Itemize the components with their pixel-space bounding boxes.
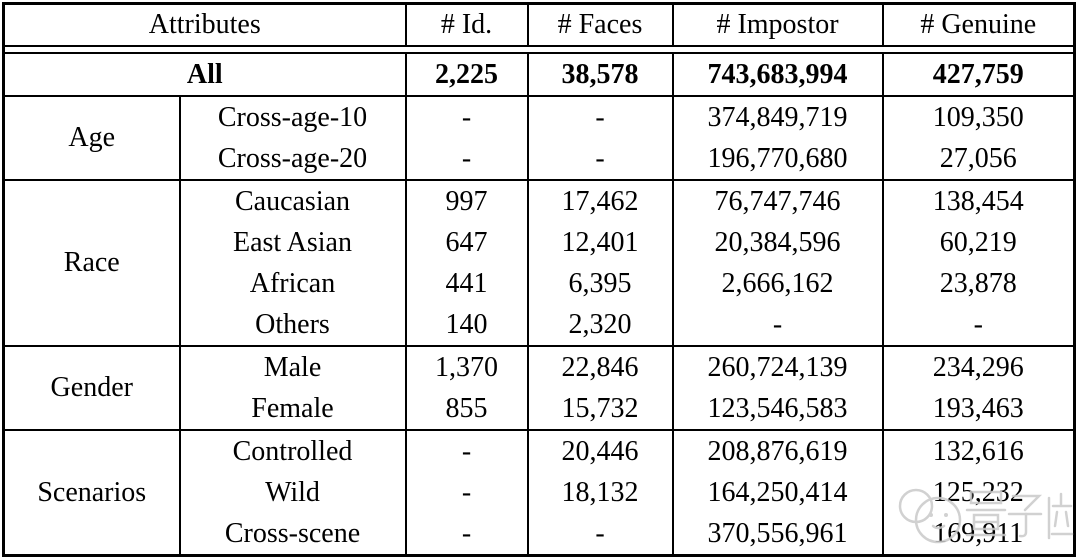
cell-num-genuine: - — [881, 304, 1075, 346]
cell-num-impostor: 374,849,719 — [671, 95, 883, 138]
cell-num-impostor: 196,770,680 — [671, 138, 883, 180]
cell-num-impostor: 208,876,619 — [671, 429, 883, 472]
cell-num-faces: - — [526, 95, 673, 138]
cell-num-impostor: 164,250,414 — [671, 472, 883, 513]
cell-num-faces: 18,132 — [526, 472, 673, 513]
col-header-num-impostor: # Impostor — [671, 3, 883, 46]
cell-num-faces: 12,401 — [526, 222, 673, 263]
row-label: Wild — [178, 472, 406, 513]
table-row: East Asian 647 12,401 20,384,596 60,219 — [4, 222, 1075, 263]
cell-num-faces: 22,846 — [526, 345, 673, 388]
col-header-num-genuine: # Genuine — [881, 3, 1075, 46]
cell-num-faces: 17,462 — [526, 179, 673, 222]
cell-num-id: - — [404, 429, 528, 472]
col-header-attributes: Attributes — [148, 9, 261, 40]
cell-num-genuine: 27,056 — [881, 138, 1075, 180]
row-label: Caucasian — [178, 179, 406, 222]
table-row: Others 140 2,320 - - — [4, 304, 1075, 346]
cell-num-genuine: 169,911 — [881, 513, 1075, 556]
table-row: Female 855 15,732 123,546,583 193,463 — [4, 388, 1075, 430]
cell-num-genuine: 23,878 — [881, 263, 1075, 304]
row-label: Cross-age-20 — [178, 138, 406, 180]
cell-num-genuine: 234,296 — [881, 345, 1075, 388]
cell-num-faces: 2,320 — [526, 304, 673, 346]
cell-num-id: - — [404, 513, 528, 556]
cell-num-impostor: 2,666,162 — [671, 263, 883, 304]
cell-num-id: 140 — [404, 304, 528, 346]
table-row: Cross-age-20 - - 196,770,680 27,056 — [4, 138, 1075, 180]
cell-num-faces: - — [526, 138, 673, 180]
all-num-impostor: 743,683,994 — [671, 53, 883, 96]
row-label: East Asian — [178, 222, 406, 263]
cell-num-id: - — [404, 472, 528, 513]
cell-num-impostor: 20,384,596 — [671, 222, 883, 263]
table-row: African 441 6,395 2,666,162 23,878 — [4, 263, 1075, 304]
cell-num-id: - — [404, 138, 528, 180]
cell-num-id: 855 — [404, 388, 528, 430]
row-label: African — [178, 263, 406, 304]
cell-num-impostor: - — [671, 304, 883, 346]
all-num-genuine: 427,759 — [881, 53, 1075, 96]
cell-num-faces: - — [526, 513, 673, 556]
col-header-num-faces: # Faces — [526, 3, 673, 46]
row-label: Others — [178, 304, 406, 346]
group-label-race: Race — [3, 179, 180, 346]
table-row: Age Cross-age-10 - - 374,849,719 109,350 — [3, 95, 1075, 180]
cell-num-genuine: 132,616 — [881, 429, 1075, 472]
cell-num-id: 1,370 — [404, 345, 528, 388]
cell-num-genuine: 193,463 — [881, 388, 1075, 430]
row-label: Cross-age-10 — [178, 95, 406, 138]
cell-num-faces: 20,446 — [526, 429, 673, 472]
group-label-gender: Gender — [3, 345, 180, 430]
all-num-faces: 38,578 — [526, 53, 673, 96]
cell-num-impostor: 123,546,583 — [671, 388, 883, 430]
all-num-id: 2,225 — [404, 53, 528, 96]
cell-num-impostor: 260,724,139 — [671, 345, 883, 388]
cell-num-genuine: 109,350 — [881, 95, 1075, 138]
group-label-scenarios: Scenarios — [3, 429, 180, 556]
row-label: Female — [178, 388, 406, 430]
all-label: All — [186, 58, 223, 90]
cell-num-genuine: 125,232 — [881, 472, 1075, 513]
table-row: Scenarios Controlled - 20,446 208,876,61… — [3, 429, 1075, 556]
cell-num-faces: 15,732 — [526, 388, 673, 430]
cell-num-genuine: 138,454 — [881, 179, 1075, 222]
table-row: Gender Male 1,370 22,846 260,724,139 234… — [3, 345, 1075, 430]
group-label-age: Age — [3, 95, 180, 180]
cell-num-id: 647 — [404, 222, 528, 263]
cell-num-impostor: 370,556,961 — [671, 513, 883, 556]
cell-num-id: - — [404, 95, 528, 138]
row-label: Cross-scene — [178, 513, 406, 556]
cell-num-impostor: 76,747,746 — [671, 179, 883, 222]
cell-num-id: 997 — [404, 179, 528, 222]
cell-num-faces: 6,395 — [526, 263, 673, 304]
header-double-rule — [3, 45, 1075, 54]
cell-num-id: 441 — [404, 263, 528, 304]
table-row: Cross-scene - - 370,556,961 169,911 — [4, 513, 1075, 556]
table-header-row: Attributes # Id. # Faces # Impostor # Ge… — [4, 3, 1075, 46]
table-row: Race Caucasian 997 17,462 76,747,746 138… — [3, 179, 1075, 346]
row-label: Male — [178, 345, 406, 388]
cell-num-genuine: 60,219 — [881, 222, 1075, 263]
col-header-num-id: # Id. — [404, 3, 528, 46]
row-label: Controlled — [178, 429, 406, 472]
table-row-all: All 2,225 38,578 743,683,994 427,759 — [4, 53, 1075, 96]
